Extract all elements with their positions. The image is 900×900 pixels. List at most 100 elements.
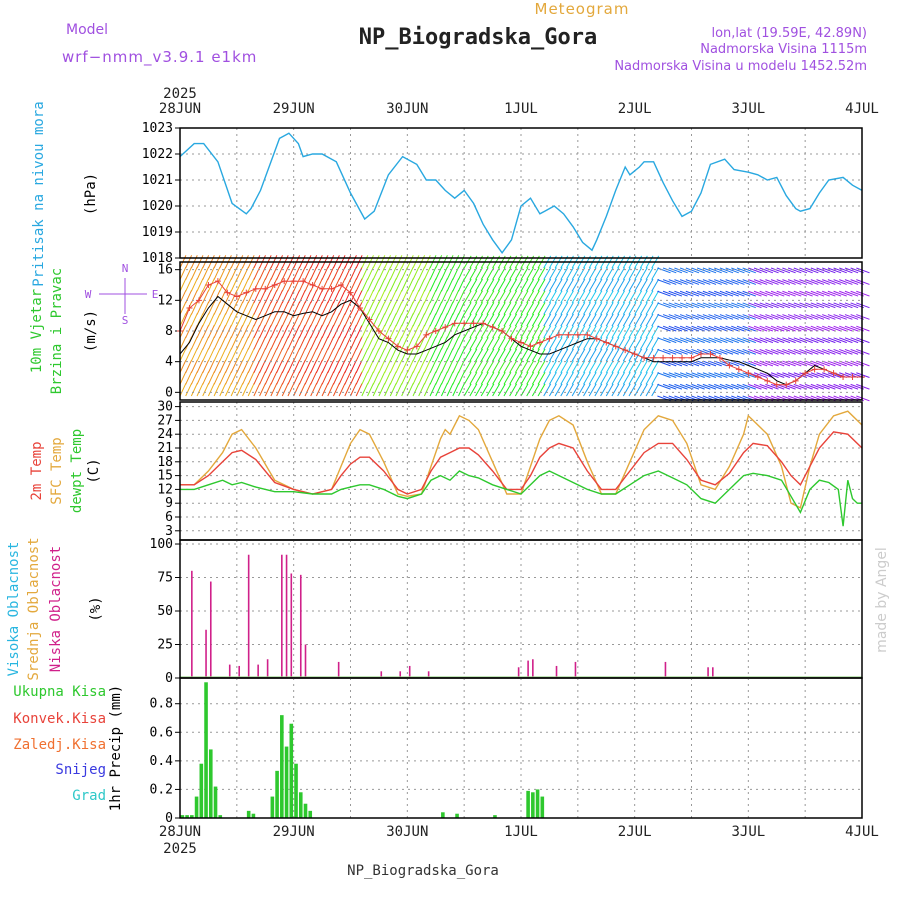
- wind-barb: [247, 383, 255, 397]
- wind-barb: [196, 371, 204, 385]
- wind-barb: [242, 348, 249, 362]
- wind-barb: [827, 360, 842, 367]
- bar-precip_total: [535, 789, 540, 818]
- wind-barb: [742, 337, 756, 344]
- station-title: NP_Biogradska_Gora: [359, 25, 597, 50]
- wind-barb: [560, 267, 569, 280]
- wind-barb: [804, 290, 819, 297]
- wind-barb: [492, 371, 501, 385]
- wind-barb: [225, 359, 232, 373]
- panel-frame: [179, 677, 863, 819]
- wind-gust-point: [584, 331, 591, 338]
- wind-barb: [651, 360, 660, 373]
- wind-gust-point: [205, 282, 212, 288]
- wind-barb: [446, 313, 454, 327]
- model-altitude-label: Nadmorska Visina u modelu 1452.52m: [614, 59, 867, 74]
- wind-barb: [571, 371, 580, 385]
- wind-barb: [566, 290, 574, 304]
- wind-barb: [554, 360, 563, 373]
- wind-barb: [804, 383, 819, 390]
- wind-barb: [327, 266, 335, 280]
- wind-barb: [708, 290, 722, 297]
- wind-barb: [697, 279, 711, 285]
- wind-barb: [378, 313, 386, 327]
- wind-barb: [668, 372, 683, 378]
- wind-barb: [270, 313, 278, 327]
- wind-barb: [605, 325, 614, 339]
- wind-barb: [566, 302, 574, 315]
- wind-barb: [577, 278, 586, 292]
- wind-barb: [787, 279, 802, 285]
- wind-barb: [548, 325, 557, 339]
- wind-barb: [685, 337, 700, 344]
- wind-axis-title-1: 10m Vjetar: [29, 289, 45, 373]
- wind-barb: [765, 348, 779, 355]
- wind-barb: [350, 324, 357, 339]
- wind-barb: [242, 266, 249, 280]
- wind-barb: [691, 360, 705, 367]
- wind-barb: [247, 278, 255, 292]
- wind-barb: [367, 383, 374, 397]
- y-tick-label: 18: [157, 455, 173, 470]
- wind-barb: [531, 302, 540, 315]
- wind-barb: [389, 371, 397, 385]
- wind-barb: [458, 266, 465, 280]
- wind-barb: [310, 336, 318, 350]
- wind-gust-point: [811, 366, 818, 373]
- wind-barb: [259, 324, 266, 339]
- wind-barb: [463, 337, 472, 350]
- wind-barb: [480, 360, 489, 373]
- wind-barb: [435, 278, 443, 292]
- wind-barb: [668, 267, 683, 274]
- wind-barb: [782, 348, 796, 355]
- wind-barb: [230, 278, 238, 292]
- wind-barb: [594, 313, 603, 327]
- wind-barb: [566, 371, 574, 385]
- wind-gust-point: [195, 297, 202, 304]
- wind-barb: [566, 267, 574, 280]
- wind-barb: [526, 360, 535, 373]
- wind-barb: [281, 348, 289, 362]
- wind-barb: [190, 371, 198, 385]
- wind-barb: [691, 279, 705, 285]
- wind-barb: [492, 313, 501, 327]
- wind-barb: [708, 372, 722, 378]
- wind-barb: [395, 324, 403, 339]
- wind-barb: [401, 359, 409, 373]
- wind-barb: [566, 383, 574, 397]
- wind-barb: [486, 313, 495, 327]
- wind-barb: [207, 348, 215, 362]
- wind-barb: [839, 290, 853, 297]
- wind-barb: [293, 348, 301, 362]
- wind-barb: [367, 324, 374, 339]
- wind-gust-point: [612, 343, 619, 350]
- wind-barb: [554, 278, 563, 292]
- wind-barb: [583, 348, 591, 362]
- wind-gust-point: [271, 282, 278, 288]
- wind-barb: [685, 290, 700, 297]
- wind-barb: [651, 348, 660, 362]
- wind-barb: [577, 383, 586, 397]
- wind-barb: [452, 383, 460, 397]
- wind-barb: [611, 313, 620, 327]
- wind-barb: [782, 279, 796, 285]
- wind-barb: [662, 314, 677, 320]
- wind-barb: [264, 290, 272, 304]
- y-tick-label: 15: [157, 469, 173, 484]
- wind-barb: [190, 313, 198, 327]
- wind-gust-point: [290, 278, 297, 285]
- wind-barb: [697, 325, 711, 332]
- series-line-dewpoint: [180, 470, 862, 527]
- wind-barb: [765, 279, 779, 285]
- wind-barb: [600, 278, 608, 292]
- wind-barb: [446, 266, 454, 280]
- wind-barb: [219, 371, 227, 385]
- wind-barb: [856, 348, 870, 355]
- wind-barb: [435, 359, 443, 373]
- panel-frame: [179, 261, 863, 401]
- wind-barb: [594, 325, 603, 339]
- bar-precip_total: [218, 815, 223, 818]
- wind-barb: [287, 301, 295, 315]
- wind-barb: [816, 360, 830, 367]
- wind-barb: [281, 383, 289, 397]
